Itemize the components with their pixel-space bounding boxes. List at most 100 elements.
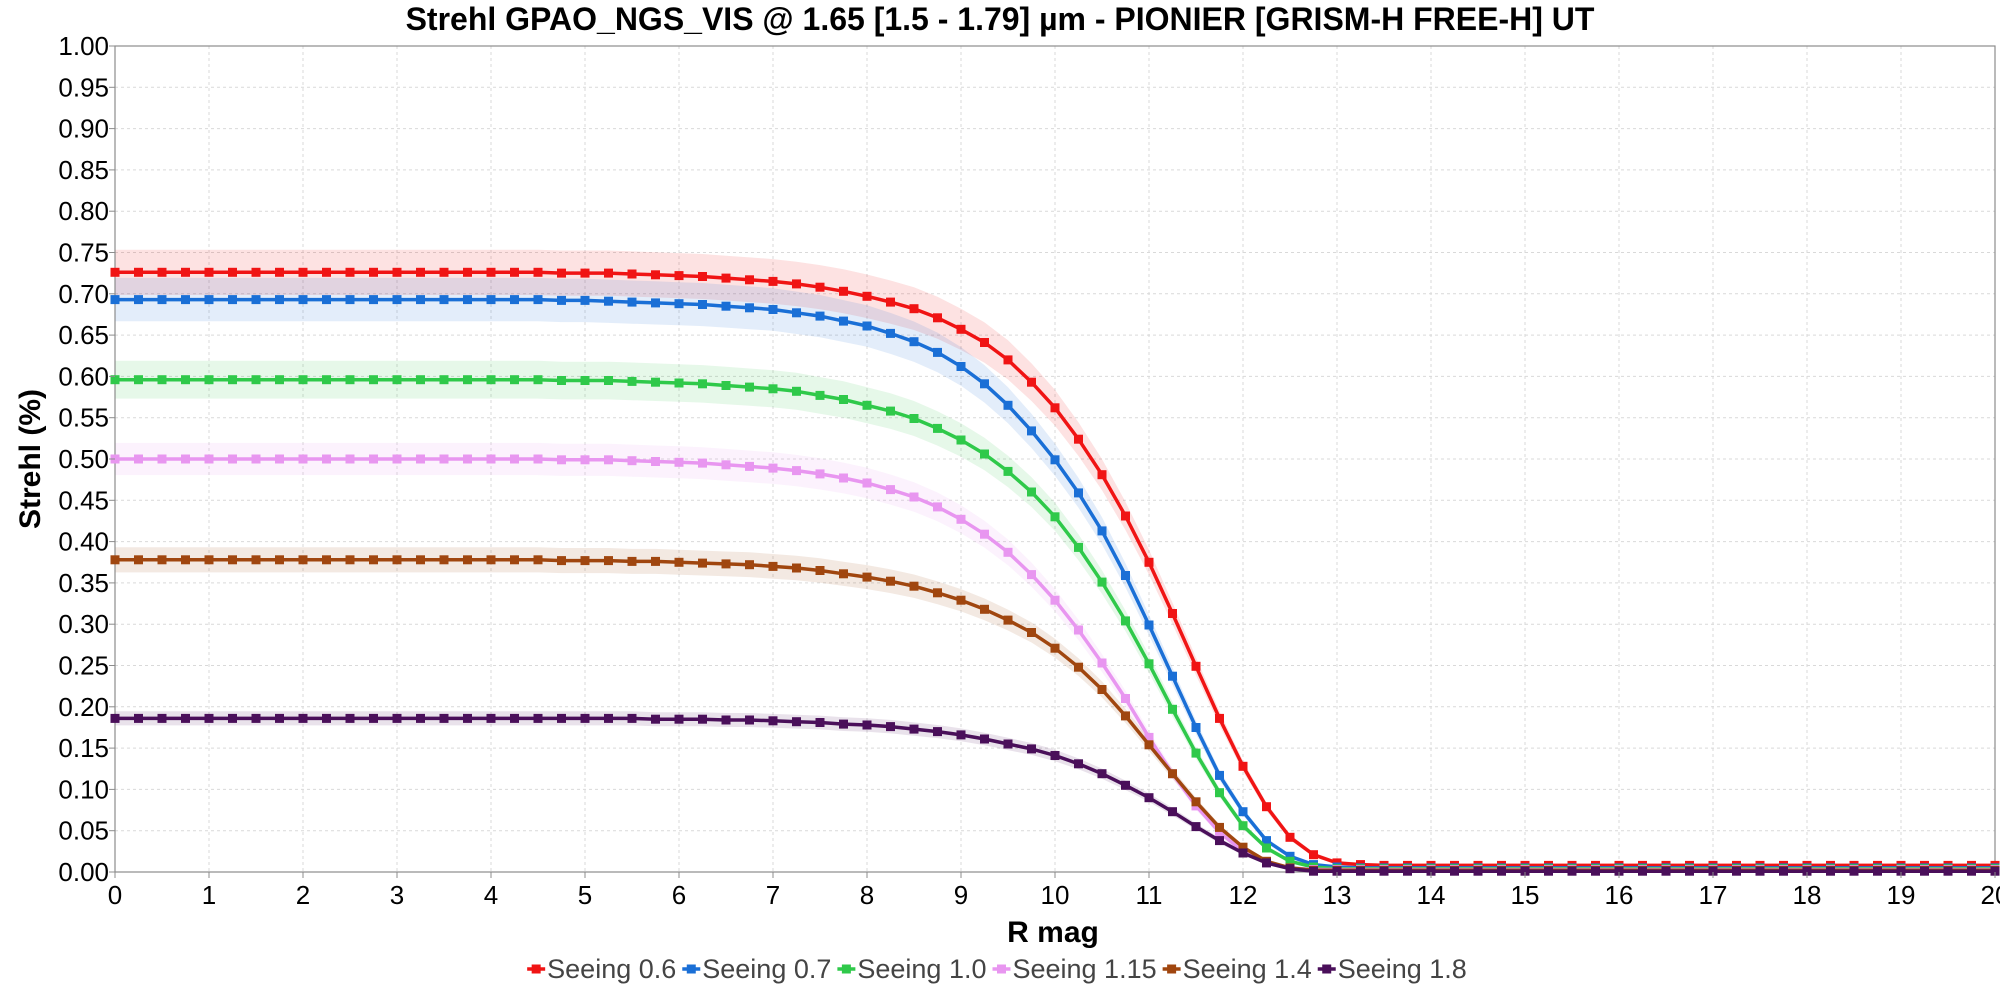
- data-point: [557, 713, 566, 723]
- data-point: [510, 267, 519, 277]
- data-point: [251, 555, 261, 565]
- data-point: [392, 555, 402, 565]
- data-point: [557, 556, 566, 566]
- data-point: [839, 719, 848, 729]
- data-point: [1027, 628, 1036, 637]
- x-tick-label: 18: [1793, 880, 1822, 910]
- data-point: [1638, 866, 1647, 876]
- data-point: [157, 454, 167, 464]
- data-point: [862, 720, 872, 730]
- x-tick-label: 6: [672, 880, 686, 910]
- data-point: [1050, 751, 1060, 760]
- data-point: [228, 295, 237, 305]
- data-point: [533, 375, 543, 385]
- x-tick-label: 13: [1323, 880, 1352, 910]
- data-point: [627, 456, 637, 466]
- data-point: [416, 375, 425, 385]
- data-point: [721, 381, 731, 390]
- data-point: [134, 713, 143, 723]
- legend-item: Seeing 1.4: [1162, 954, 1312, 984]
- data-point: [251, 713, 261, 723]
- data-point: [745, 275, 754, 285]
- data-point: [1121, 694, 1130, 703]
- data-point: [839, 473, 848, 483]
- y-tick-label: 0.95: [58, 72, 109, 102]
- data-point: [1285, 832, 1295, 842]
- data-point: [510, 454, 519, 464]
- data-point: [1050, 643, 1060, 653]
- data-point: [674, 457, 684, 467]
- data-point: [980, 529, 989, 539]
- data-point: [768, 384, 778, 394]
- data-point: [369, 375, 378, 385]
- data-point: [1920, 866, 1929, 876]
- data-point: [251, 454, 261, 464]
- data-point: [416, 454, 425, 464]
- data-point: [839, 395, 848, 404]
- data-point: [439, 295, 449, 305]
- data-point: [439, 267, 449, 277]
- x-tick-label: 0: [108, 880, 122, 910]
- data-point: [1215, 827, 1224, 837]
- data-point: [1097, 577, 1107, 587]
- data-point: [1168, 671, 1177, 681]
- x-tick-label: 11: [1136, 880, 1163, 910]
- data-point: [251, 295, 261, 305]
- data-point: [980, 379, 989, 389]
- data-point: [1591, 866, 1600, 876]
- x-tick-label: 14: [1417, 880, 1446, 910]
- data-point: [1849, 866, 1859, 876]
- data-point: [416, 555, 425, 565]
- data-point: [322, 267, 331, 277]
- data-point: [204, 375, 214, 385]
- data-point: [439, 375, 449, 385]
- data-point: [768, 561, 778, 571]
- y-tick-label: 0.20: [58, 692, 109, 722]
- data-point: [181, 267, 190, 277]
- data-point: [157, 295, 167, 305]
- data-point: [298, 713, 308, 723]
- data-point: [204, 454, 214, 464]
- data-point: [580, 268, 590, 278]
- data-point: [1074, 488, 1083, 498]
- data-point: [721, 301, 731, 311]
- data-point: [980, 449, 989, 459]
- data-point: [651, 714, 660, 724]
- legend-item: Seeing 1.0: [837, 954, 986, 984]
- data-point: [1309, 866, 1318, 876]
- data-point: [627, 269, 637, 279]
- data-point: [1003, 615, 1013, 625]
- data-point: [463, 267, 472, 277]
- data-point: [416, 713, 425, 723]
- data-point: [1262, 836, 1271, 846]
- data-point: [956, 730, 966, 740]
- chart-title: Strehl GPAO_NGS_VIS @ 1.65 [1.5 - 1.79] …: [406, 1, 1595, 37]
- y-tick-label: 0.70: [58, 279, 109, 309]
- data-point: [1168, 769, 1177, 779]
- data-point: [439, 713, 449, 723]
- data-point: [1238, 842, 1248, 852]
- data-point: [698, 272, 707, 281]
- y-tick-label: 0.75: [58, 238, 109, 268]
- data-point: [533, 555, 543, 565]
- data-point: [1097, 526, 1107, 536]
- data-point: [228, 267, 237, 277]
- data-point: [627, 713, 637, 723]
- data-point: [1121, 780, 1130, 790]
- data-point: [674, 299, 684, 309]
- data-point: [1873, 866, 1882, 876]
- data-point: [1168, 609, 1177, 618]
- data-point: [1943, 866, 1953, 876]
- series-group: [110, 713, 2000, 876]
- data-point: [134, 295, 143, 305]
- data-point: [1027, 570, 1036, 580]
- data-point: [933, 588, 942, 598]
- data-point: [486, 295, 496, 305]
- data-point: [486, 454, 496, 464]
- data-point: [627, 556, 637, 566]
- data-point: [157, 375, 167, 385]
- data-point: [768, 463, 778, 473]
- data-point: [1332, 866, 1342, 876]
- data-point: [792, 563, 801, 573]
